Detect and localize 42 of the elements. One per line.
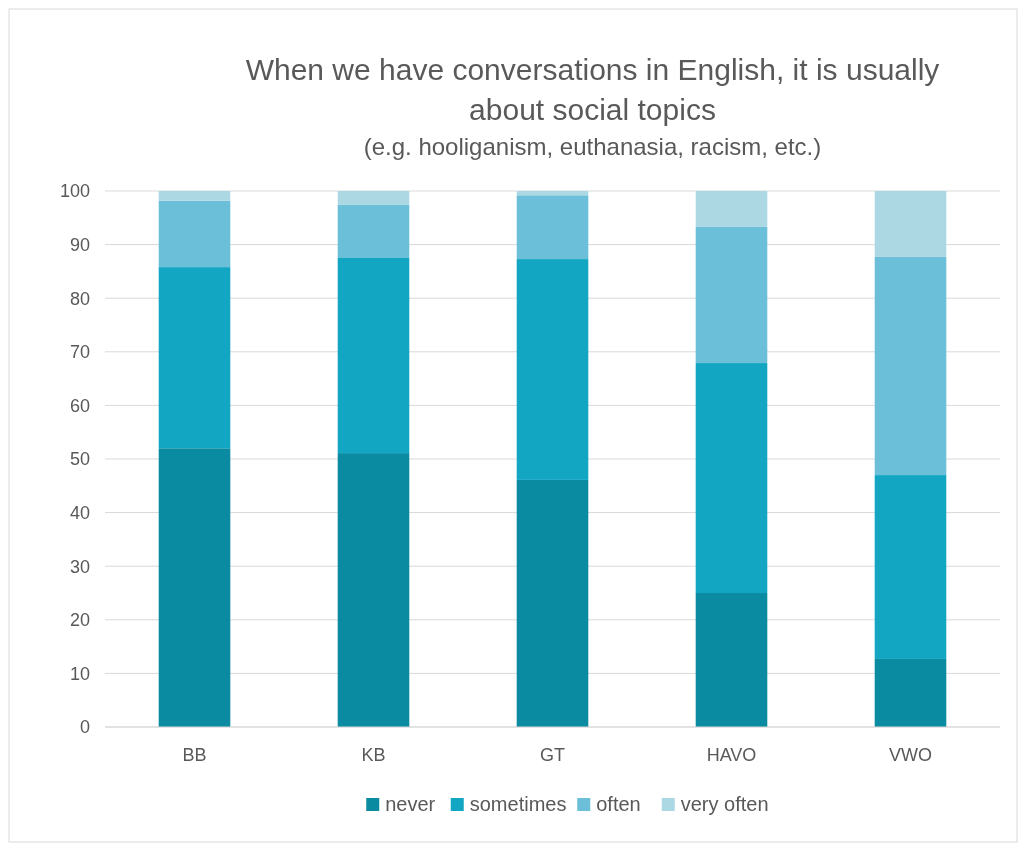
y-tick-label: 20 xyxy=(69,610,90,631)
x-tick-label: HAVO xyxy=(706,745,757,765)
bar xyxy=(337,258,410,454)
legend-label: very often xyxy=(680,793,769,815)
legend-label: sometimes xyxy=(469,793,567,815)
bar xyxy=(695,191,768,227)
bar xyxy=(874,191,947,257)
bar xyxy=(158,191,231,201)
legend-label: never xyxy=(385,793,436,815)
y-tick-label: 30 xyxy=(69,556,90,577)
bar xyxy=(516,195,589,260)
y-tick-label: 60 xyxy=(69,395,90,416)
x-tick-label: BB xyxy=(182,745,207,765)
bar xyxy=(695,363,768,593)
y-tick-label: 70 xyxy=(69,342,90,363)
bar xyxy=(874,658,947,727)
legend-label: often xyxy=(596,793,641,815)
bar xyxy=(516,191,589,196)
bar xyxy=(337,204,410,258)
bar xyxy=(337,453,410,727)
y-tick-label: 10 xyxy=(69,663,90,684)
x-tick-label: VWO xyxy=(889,745,932,765)
y-tick-label: 50 xyxy=(69,449,90,470)
bar xyxy=(516,259,589,480)
chart-subtitle: (e.g. hooliganism, euthanasia, racism, etc.) xyxy=(363,133,822,160)
x-tick-label: KB xyxy=(361,745,386,765)
bar xyxy=(158,200,231,268)
y-tick-label: 0 xyxy=(79,717,90,738)
y-tick-label: 90 xyxy=(69,234,90,255)
bar xyxy=(874,256,947,476)
bar xyxy=(158,267,231,449)
bar xyxy=(695,593,768,727)
bar xyxy=(874,475,947,659)
x-tick-label: GT xyxy=(540,745,565,765)
y-tick-label: 100 xyxy=(59,181,90,202)
bar xyxy=(516,479,589,727)
chart-title: When we have conversations in English, it is usually about social topics xyxy=(245,53,940,126)
bar xyxy=(337,191,410,205)
y-tick-label: 40 xyxy=(69,502,90,523)
bar xyxy=(695,226,768,364)
y-tick-label: 80 xyxy=(69,288,90,309)
bar xyxy=(158,448,231,727)
